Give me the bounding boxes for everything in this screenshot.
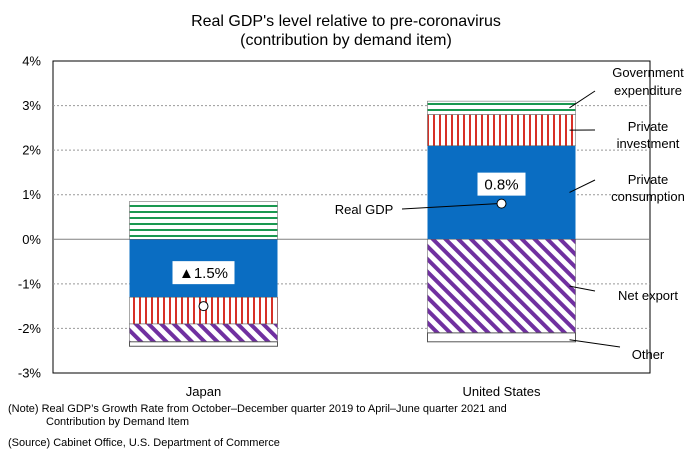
y-tick-label: -2% bbox=[18, 321, 42, 336]
y-tick-label: 2% bbox=[22, 143, 41, 158]
y-tick-label: 3% bbox=[22, 98, 41, 113]
series-callout-label: Net export bbox=[618, 288, 678, 303]
series-leader-line bbox=[569, 285, 596, 292]
chart-note-line2: Contribution by Demand Item bbox=[46, 416, 190, 428]
bar-segment-net-export bbox=[427, 239, 576, 334]
bar-segment-other bbox=[129, 341, 278, 347]
real-gdp-leader-line bbox=[401, 203, 498, 210]
series-callout-label: Other bbox=[632, 347, 665, 362]
series-callout-label: Government bbox=[612, 65, 684, 80]
series-callout-label: expenditure bbox=[614, 83, 682, 98]
y-tick-label: 4% bbox=[22, 54, 41, 69]
x-category-label: United States bbox=[462, 384, 541, 399]
bar-segment-government-expenditure bbox=[129, 201, 278, 240]
bar-segment-other bbox=[427, 332, 576, 343]
real-gdp-label-box bbox=[172, 261, 235, 285]
chart-source: (Source) Cabinet Office, U.S. Department… bbox=[8, 437, 280, 449]
real-gdp-point bbox=[198, 301, 209, 312]
series-leader-line bbox=[569, 90, 596, 109]
real-gdp-point bbox=[496, 198, 507, 209]
series-leader-line bbox=[569, 179, 596, 193]
series-leader-line bbox=[569, 339, 621, 348]
x-category-label: Japan bbox=[186, 384, 221, 399]
series-callout-label: investment bbox=[617, 136, 680, 151]
chart-subtitle: (contribution by demand item) bbox=[240, 32, 452, 49]
plot-area-frame bbox=[52, 60, 651, 374]
y-tick-label: 0% bbox=[22, 232, 41, 247]
real-gdp-data-label: ▲1.5% bbox=[179, 265, 228, 282]
real-gdp-data-label: 0.8% bbox=[484, 177, 518, 194]
chart-note-line1: (Note) Real GDP’s Growth Rate from Octob… bbox=[8, 403, 507, 415]
series-callout-label: Private bbox=[628, 119, 668, 134]
y-tick-label: -1% bbox=[18, 276, 42, 291]
series-callout-label: Private bbox=[628, 172, 668, 187]
series-callout-label: consumption bbox=[611, 189, 685, 204]
y-tick-label: 1% bbox=[22, 187, 41, 202]
real-gdp-label-box bbox=[477, 172, 526, 196]
real-gdp-callout-label: Real GDP bbox=[335, 202, 394, 217]
bar-segment-private-investment bbox=[427, 114, 576, 146]
bar-segment-government-expenditure bbox=[427, 100, 576, 115]
y-tick-label: -3% bbox=[18, 366, 42, 381]
chart-title: Real GDP's level relative to pre-coronav… bbox=[191, 13, 501, 30]
bar-segment-net-export bbox=[129, 323, 278, 343]
chart-canvas: -3% -2% -1% 0% 1% 2% 3% 4% Japan United States ▲… bbox=[18, 54, 685, 400]
